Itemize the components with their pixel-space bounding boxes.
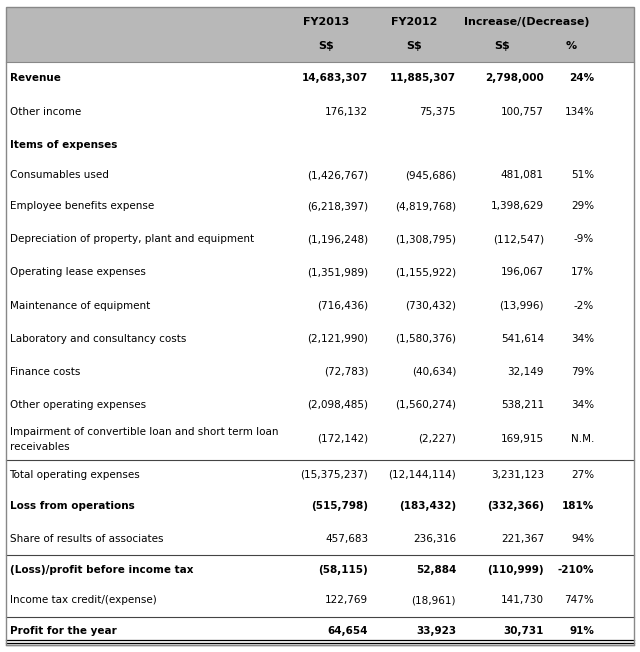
Text: 541,614: 541,614 xyxy=(500,334,544,344)
Text: Income tax credit/(expense): Income tax credit/(expense) xyxy=(10,595,156,605)
Text: FY2012: FY2012 xyxy=(391,17,437,27)
Text: 747%: 747% xyxy=(564,595,594,605)
Text: 52,884: 52,884 xyxy=(416,565,456,574)
Text: 221,367: 221,367 xyxy=(500,534,544,544)
Text: %: % xyxy=(565,42,577,52)
Text: (18,961): (18,961) xyxy=(412,595,456,605)
Text: (332,366): (332,366) xyxy=(487,501,544,511)
Text: (1,351,989): (1,351,989) xyxy=(307,267,368,278)
Text: 32,149: 32,149 xyxy=(508,367,544,377)
Text: (172,142): (172,142) xyxy=(317,434,368,444)
Text: 14,683,307: 14,683,307 xyxy=(302,74,368,83)
Text: (2,227): (2,227) xyxy=(418,434,456,444)
Text: 17%: 17% xyxy=(571,267,594,278)
Text: Operating lease expenses: Operating lease expenses xyxy=(10,267,145,278)
Text: receivables: receivables xyxy=(10,442,69,452)
Text: (515,798): (515,798) xyxy=(311,501,368,511)
Text: Maintenance of equipment: Maintenance of equipment xyxy=(10,301,150,310)
Text: 27%: 27% xyxy=(571,470,594,480)
Bar xyxy=(6,7,634,62)
Text: 236,316: 236,316 xyxy=(413,534,456,544)
Text: 134%: 134% xyxy=(564,106,594,117)
Text: Other income: Other income xyxy=(10,106,81,117)
Text: 169,915: 169,915 xyxy=(500,434,544,444)
Text: (4,819,768): (4,819,768) xyxy=(395,201,456,211)
Text: 538,211: 538,211 xyxy=(500,400,544,410)
Text: (1,560,274): (1,560,274) xyxy=(395,400,456,410)
Text: 141,730: 141,730 xyxy=(501,595,544,605)
Text: Employee benefits expense: Employee benefits expense xyxy=(10,201,154,211)
Text: 91%: 91% xyxy=(569,626,594,636)
Text: S$: S$ xyxy=(406,42,422,52)
Text: Other operating expenses: Other operating expenses xyxy=(10,400,146,410)
Text: 2,798,000: 2,798,000 xyxy=(485,74,544,83)
Text: 64,654: 64,654 xyxy=(328,626,368,636)
Text: 176,132: 176,132 xyxy=(325,106,368,117)
Text: 51%: 51% xyxy=(571,170,594,181)
Text: (945,686): (945,686) xyxy=(405,170,456,181)
Text: 100,757: 100,757 xyxy=(501,106,544,117)
Text: Items of expenses: Items of expenses xyxy=(10,140,117,150)
Text: 94%: 94% xyxy=(571,534,594,544)
Text: (Loss)/profit before income tax: (Loss)/profit before income tax xyxy=(10,565,193,574)
Text: (1,580,376): (1,580,376) xyxy=(395,334,456,344)
Text: (13,996): (13,996) xyxy=(499,301,544,310)
Text: 1,398,629: 1,398,629 xyxy=(491,201,544,211)
Text: (15,375,237): (15,375,237) xyxy=(301,470,368,480)
Text: Profit for the year: Profit for the year xyxy=(10,626,116,636)
Text: Impairment of convertible loan and short term loan: Impairment of convertible loan and short… xyxy=(10,427,278,437)
Text: (1,308,795): (1,308,795) xyxy=(395,235,456,244)
Text: FY2013: FY2013 xyxy=(303,17,349,27)
Text: Share of results of associates: Share of results of associates xyxy=(10,534,163,544)
Text: 196,067: 196,067 xyxy=(501,267,544,278)
Text: 34%: 34% xyxy=(571,334,594,344)
Text: (1,155,922): (1,155,922) xyxy=(395,267,456,278)
Text: Increase/(Decrease): Increase/(Decrease) xyxy=(464,17,589,27)
Text: 30,731: 30,731 xyxy=(504,626,544,636)
Text: (2,098,485): (2,098,485) xyxy=(307,400,368,410)
Text: (716,436): (716,436) xyxy=(317,301,368,310)
Text: 457,683: 457,683 xyxy=(325,534,368,544)
Text: 11,885,307: 11,885,307 xyxy=(390,74,456,83)
Text: Depreciation of property, plant and equipment: Depreciation of property, plant and equi… xyxy=(10,235,253,244)
Text: -2%: -2% xyxy=(574,301,594,310)
Text: 33,923: 33,923 xyxy=(416,626,456,636)
Text: (72,783): (72,783) xyxy=(324,367,368,377)
Text: N.M.: N.M. xyxy=(571,434,594,444)
Text: Laboratory and consultancy costs: Laboratory and consultancy costs xyxy=(10,334,186,344)
Text: (12,144,114): (12,144,114) xyxy=(388,470,456,480)
Text: 34%: 34% xyxy=(571,400,594,410)
Text: 29%: 29% xyxy=(571,201,594,211)
Text: 181%: 181% xyxy=(562,501,594,511)
Text: (1,196,248): (1,196,248) xyxy=(307,235,368,244)
Text: Finance costs: Finance costs xyxy=(10,367,80,377)
Text: 24%: 24% xyxy=(569,74,594,83)
Text: (2,121,990): (2,121,990) xyxy=(307,334,368,344)
Text: 79%: 79% xyxy=(571,367,594,377)
Text: 75,375: 75,375 xyxy=(420,106,456,117)
Text: -9%: -9% xyxy=(574,235,594,244)
Text: Total operating expenses: Total operating expenses xyxy=(10,470,140,480)
Text: (730,432): (730,432) xyxy=(405,301,456,310)
Text: -210%: -210% xyxy=(557,565,594,574)
Text: Consumables used: Consumables used xyxy=(10,170,108,181)
Text: Loss from operations: Loss from operations xyxy=(10,501,134,511)
Text: (58,115): (58,115) xyxy=(319,565,368,574)
Text: S$: S$ xyxy=(318,42,334,52)
Text: (112,547): (112,547) xyxy=(493,235,544,244)
Text: S$: S$ xyxy=(494,42,510,52)
Text: Revenue: Revenue xyxy=(10,74,60,83)
Text: (40,634): (40,634) xyxy=(412,367,456,377)
Text: (1,426,767): (1,426,767) xyxy=(307,170,368,181)
Text: 481,081: 481,081 xyxy=(501,170,544,181)
Text: (183,432): (183,432) xyxy=(399,501,456,511)
Text: (110,999): (110,999) xyxy=(487,565,544,574)
Text: 122,769: 122,769 xyxy=(325,595,368,605)
Text: (6,218,397): (6,218,397) xyxy=(307,201,368,211)
Text: 3,231,123: 3,231,123 xyxy=(491,470,544,480)
